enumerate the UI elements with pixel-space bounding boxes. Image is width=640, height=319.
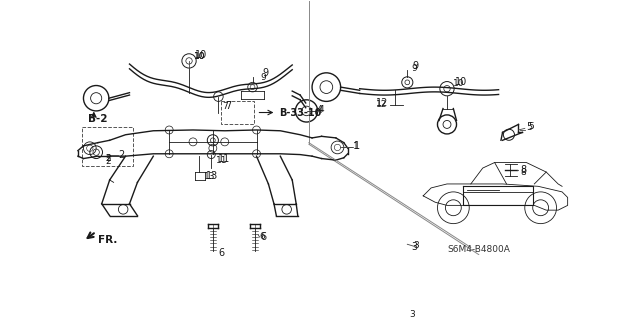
Text: 5: 5 bbox=[526, 122, 532, 132]
Text: 12: 12 bbox=[376, 100, 387, 109]
Text: 9: 9 bbox=[260, 73, 266, 82]
Text: 10: 10 bbox=[452, 79, 464, 88]
Text: 7: 7 bbox=[222, 102, 228, 111]
Text: 2: 2 bbox=[106, 154, 111, 163]
Text: 5: 5 bbox=[528, 122, 534, 131]
Text: 9: 9 bbox=[413, 62, 419, 71]
Text: 6: 6 bbox=[260, 232, 267, 242]
Text: 10: 10 bbox=[194, 52, 205, 62]
Text: 3: 3 bbox=[409, 310, 415, 319]
Text: 11: 11 bbox=[216, 156, 228, 165]
Text: 10: 10 bbox=[194, 52, 205, 62]
Text: 8: 8 bbox=[521, 166, 527, 175]
Text: 1: 1 bbox=[354, 141, 360, 151]
Text: 3: 3 bbox=[412, 242, 417, 252]
Text: 4: 4 bbox=[317, 105, 323, 115]
Text: 8: 8 bbox=[520, 167, 526, 176]
Text: 13: 13 bbox=[205, 171, 218, 181]
Text: 1: 1 bbox=[353, 142, 359, 151]
Text: 10: 10 bbox=[195, 50, 207, 60]
Text: 2: 2 bbox=[118, 150, 125, 160]
Text: 9: 9 bbox=[263, 68, 269, 78]
Text: B-33-10: B-33-10 bbox=[279, 108, 321, 117]
Text: 2: 2 bbox=[106, 157, 111, 166]
Text: 6: 6 bbox=[218, 248, 225, 258]
Text: 3: 3 bbox=[413, 241, 419, 250]
Text: 7: 7 bbox=[225, 101, 231, 111]
Text: 13: 13 bbox=[204, 172, 216, 181]
Text: 10: 10 bbox=[455, 77, 467, 86]
Text: 4: 4 bbox=[319, 105, 324, 114]
Text: 11: 11 bbox=[218, 153, 230, 164]
Bar bbox=[82, 127, 134, 167]
Text: FR.: FR. bbox=[98, 234, 117, 244]
Text: 6: 6 bbox=[260, 232, 266, 241]
Text: 12: 12 bbox=[376, 98, 388, 108]
Text: S6M4-B4800A: S6M4-B4800A bbox=[447, 245, 510, 254]
Text: 2: 2 bbox=[106, 154, 111, 163]
Text: 9: 9 bbox=[412, 64, 417, 73]
Text: B-2: B-2 bbox=[88, 114, 108, 124]
Bar bbox=[221, 100, 254, 124]
